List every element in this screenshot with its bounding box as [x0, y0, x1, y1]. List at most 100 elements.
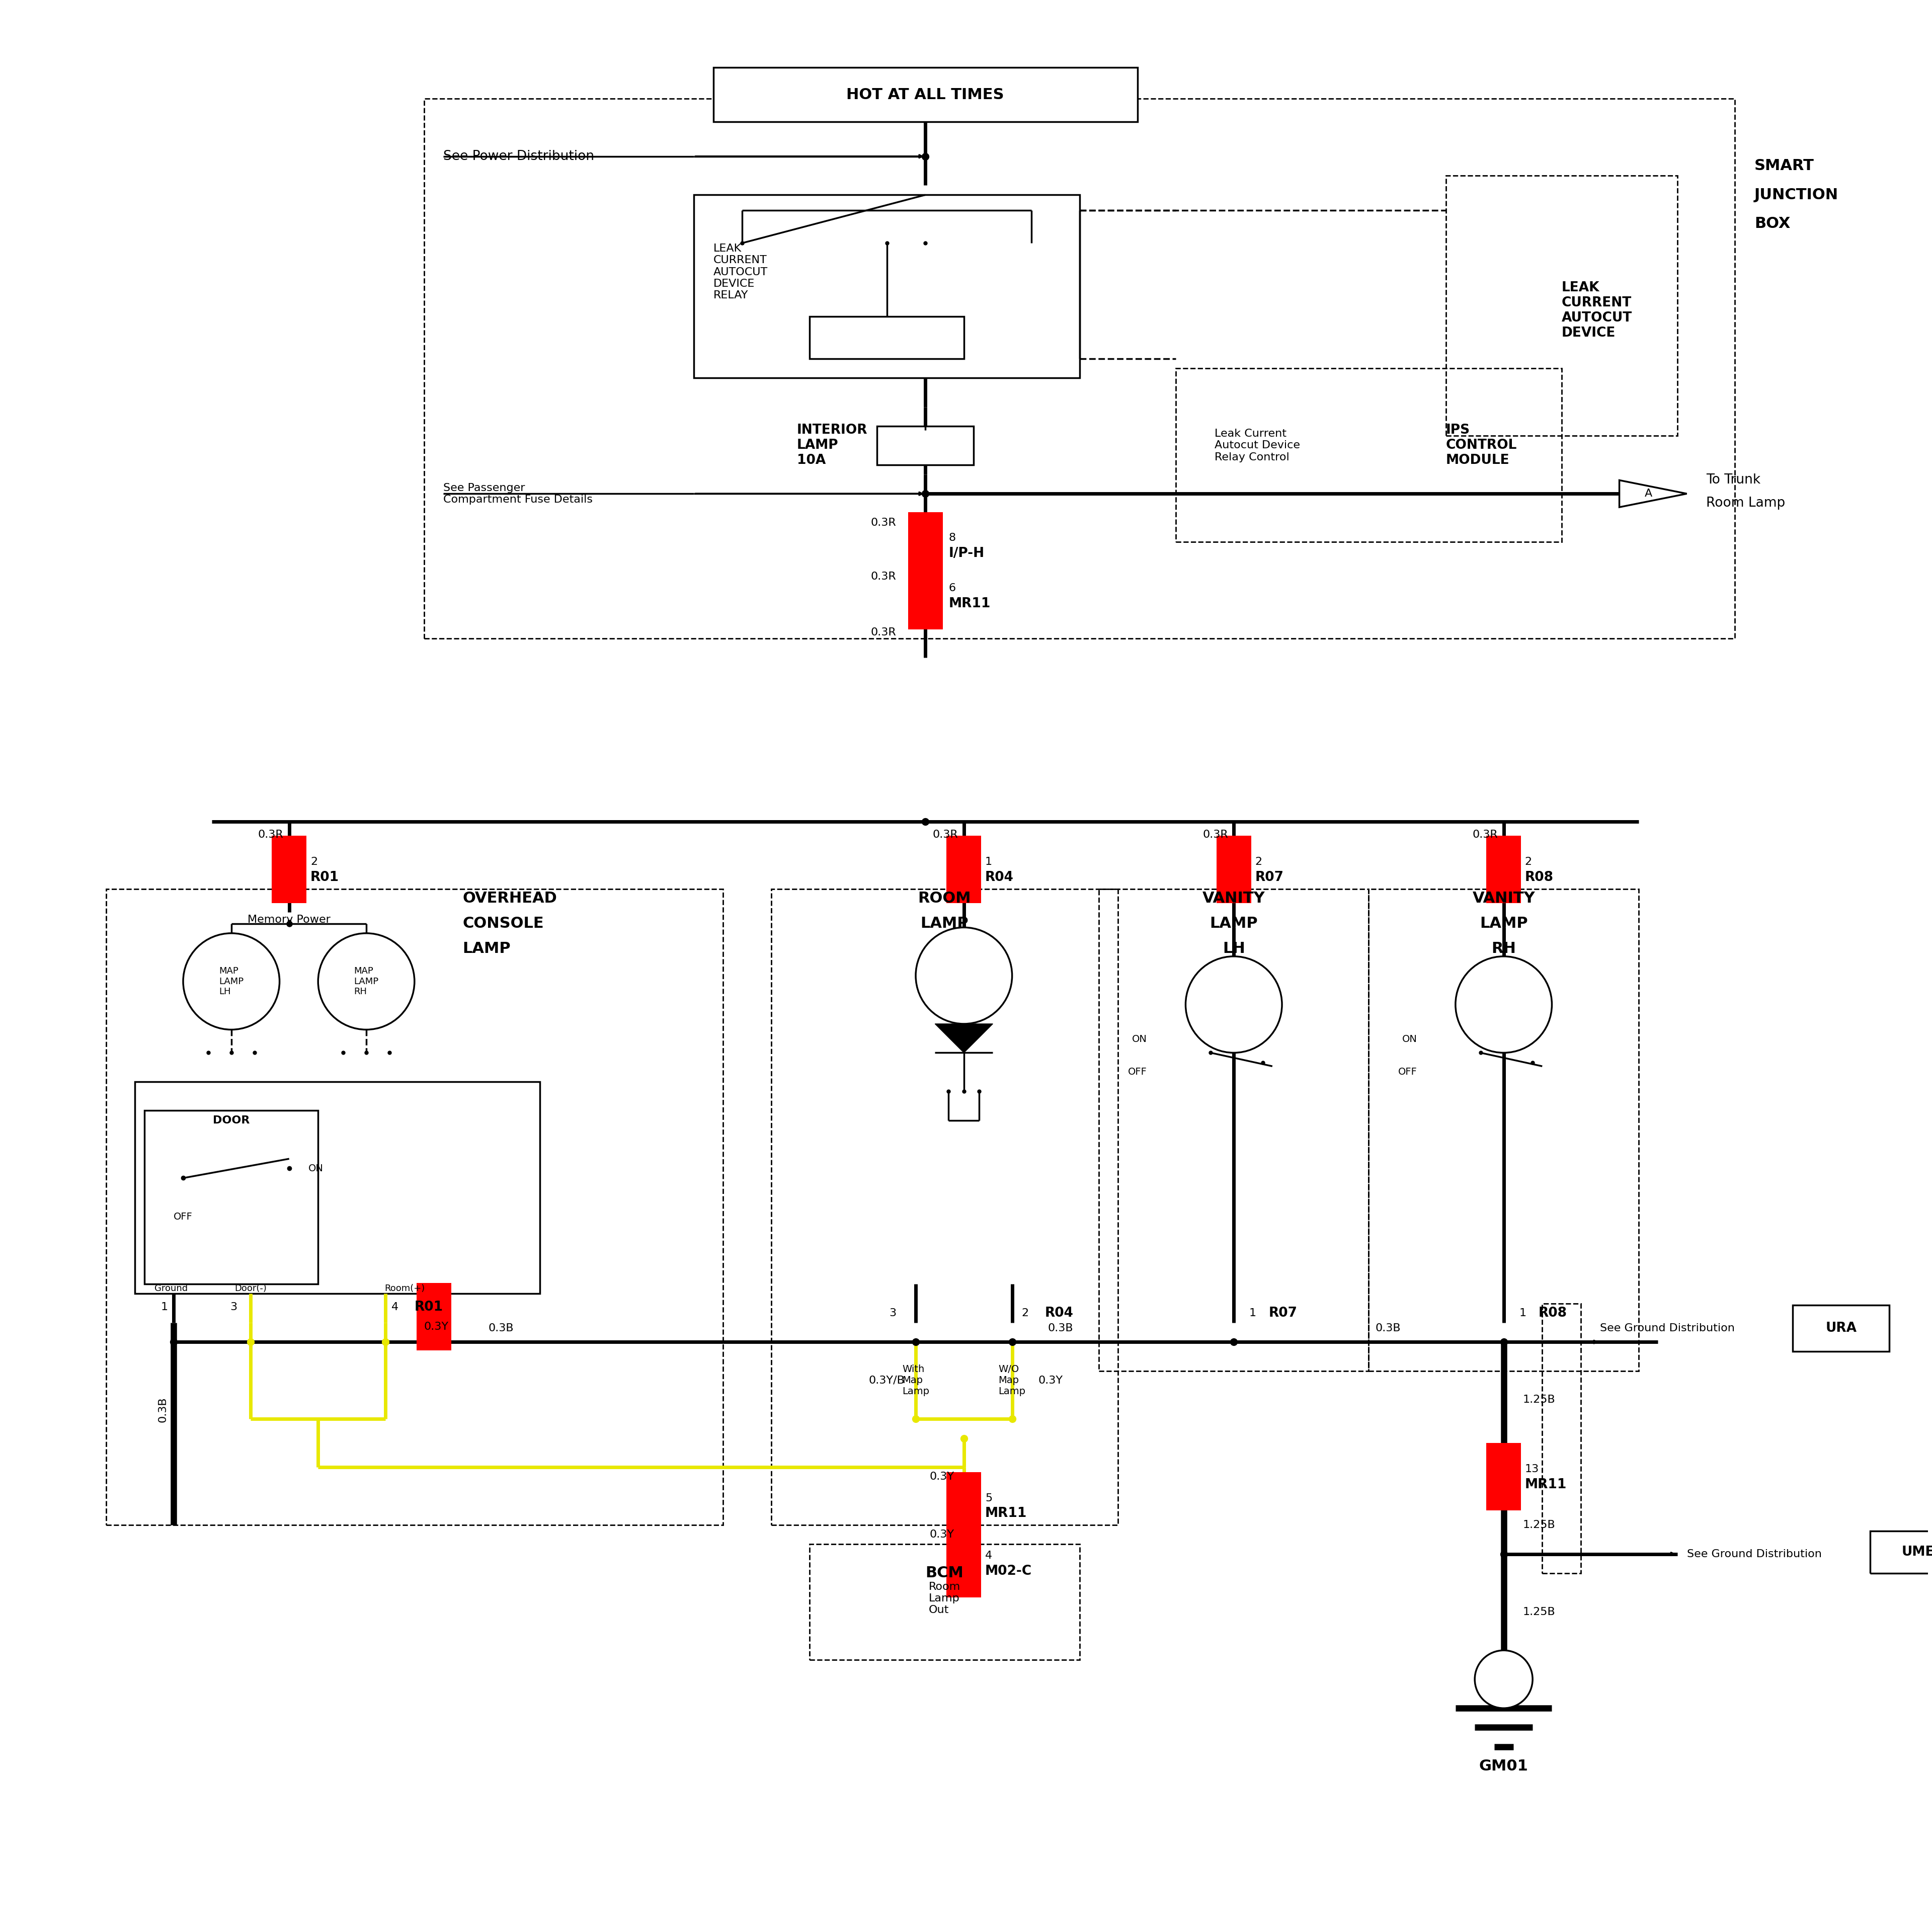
Bar — [1486, 1443, 1520, 1511]
Text: LAMP: LAMP — [1209, 916, 1258, 931]
Text: Leak Current
Autocut Device
Relay Control: Leak Current Autocut Device Relay Contro… — [1215, 429, 1300, 462]
Bar — [106, 889, 723, 1524]
Text: See Ground Distribution: See Ground Distribution — [1600, 1323, 1735, 1333]
Text: With
Map
Lamp: With Map Lamp — [902, 1364, 929, 1397]
Text: MAP
LAMP
LH: MAP LAMP LH — [218, 966, 243, 997]
Text: ROOM: ROOM — [918, 891, 972, 906]
Text: W/O
Map
Lamp: W/O Map Lamp — [999, 1364, 1026, 1397]
Bar — [1177, 369, 1561, 541]
Text: 13: 13 — [1524, 1464, 1540, 1474]
Text: Room Lamp: Room Lamp — [1706, 497, 1785, 510]
Text: 0.3B: 0.3B — [1047, 1323, 1072, 1333]
Text: CONSOLE: CONSOLE — [462, 916, 545, 931]
Text: I/P-H: I/P-H — [949, 547, 983, 560]
Text: MAP
LAMP
RH: MAP LAMP RH — [354, 966, 379, 997]
Text: OFF: OFF — [174, 1211, 193, 1221]
Bar — [1793, 1306, 1889, 1352]
Circle shape — [1186, 956, 1283, 1053]
Text: BOX: BOX — [1754, 216, 1791, 232]
Bar — [417, 1283, 450, 1350]
Text: URA: URA — [1826, 1321, 1857, 1335]
Bar — [272, 837, 307, 904]
Bar — [810, 317, 964, 359]
Text: R01: R01 — [415, 1300, 442, 1314]
Text: R08: R08 — [1524, 871, 1553, 883]
Text: 1: 1 — [985, 858, 993, 867]
Text: R07: R07 — [1256, 871, 1283, 883]
Bar — [1368, 889, 1638, 1372]
Text: 0.3B: 0.3B — [1376, 1323, 1401, 1333]
Text: R08: R08 — [1538, 1306, 1567, 1320]
Text: 0.3R: 0.3R — [871, 628, 896, 638]
Text: OFF: OFF — [1399, 1066, 1416, 1076]
Text: SMART: SMART — [1754, 158, 1814, 174]
Text: 5: 5 — [985, 1493, 993, 1503]
Text: See Ground Distribution: See Ground Distribution — [1687, 1549, 1822, 1559]
Text: 0.3R: 0.3R — [257, 831, 284, 840]
Text: BCM: BCM — [925, 1567, 964, 1580]
Text: Memory Power: Memory Power — [247, 914, 330, 925]
Text: Room
Lamp
Out: Room Lamp Out — [929, 1582, 960, 1615]
Text: LAMP: LAMP — [1480, 916, 1528, 931]
Text: R04: R04 — [985, 871, 1014, 883]
Text: LAMP: LAMP — [920, 916, 968, 931]
Text: M02-C: M02-C — [985, 1565, 1032, 1578]
Bar — [425, 99, 1735, 638]
Text: LAMP: LAMP — [462, 941, 510, 956]
Bar — [771, 889, 1119, 1524]
Polygon shape — [935, 1024, 993, 1053]
Text: 0.3B: 0.3B — [158, 1397, 168, 1422]
Text: DOOR: DOOR — [213, 1115, 249, 1124]
Text: LEAK
CURRENT
AUTOCUT
DEVICE
RELAY: LEAK CURRENT AUTOCUT DEVICE RELAY — [713, 243, 767, 299]
Text: 1.25B: 1.25B — [1522, 1520, 1555, 1530]
Bar — [694, 195, 1080, 379]
Bar — [1217, 837, 1252, 904]
Text: 0.3Y/B: 0.3Y/B — [869, 1376, 904, 1385]
Circle shape — [1455, 956, 1551, 1053]
Bar — [947, 837, 981, 904]
Text: 0.3R: 0.3R — [871, 518, 896, 527]
Text: R01: R01 — [311, 871, 340, 883]
Text: LH: LH — [1223, 941, 1244, 956]
Circle shape — [916, 927, 1012, 1024]
Bar — [1486, 837, 1520, 904]
Text: ON: ON — [1403, 1034, 1416, 1043]
Text: To Trunk: To Trunk — [1706, 473, 1760, 487]
Text: MR11: MR11 — [985, 1507, 1028, 1520]
Text: 0.3R: 0.3R — [871, 572, 896, 582]
Bar — [810, 1544, 1080, 1660]
Text: IPS
CONTROL
MODULE: IPS CONTROL MODULE — [1445, 423, 1517, 468]
Text: 0.3Y: 0.3Y — [929, 1472, 954, 1482]
Text: 2: 2 — [311, 858, 317, 867]
Text: LEAK
CURRENT
AUTOCUT
DEVICE: LEAK CURRENT AUTOCUT DEVICE — [1561, 282, 1633, 340]
Text: Door(-): Door(-) — [234, 1285, 267, 1293]
Text: 1.25B: 1.25B — [1522, 1395, 1555, 1405]
Text: ON: ON — [309, 1163, 323, 1173]
Bar — [1445, 176, 1677, 437]
Bar — [947, 1472, 981, 1540]
Text: 6: 6 — [949, 583, 956, 593]
Bar — [1870, 1530, 1932, 1573]
Bar — [877, 427, 974, 466]
Text: 8: 8 — [949, 533, 956, 543]
Text: See Passenger
Compartment Fuse Details: See Passenger Compartment Fuse Details — [442, 483, 593, 504]
Text: HOT AT ALL TIMES: HOT AT ALL TIMES — [846, 87, 1005, 102]
Text: 0.3R: 0.3R — [1202, 831, 1229, 840]
Text: INTERIOR
LAMP
10A: INTERIOR LAMP 10A — [796, 423, 867, 468]
Circle shape — [1474, 1650, 1532, 1708]
Text: 4: 4 — [392, 1302, 398, 1312]
Circle shape — [184, 933, 280, 1030]
Text: R04: R04 — [1045, 1306, 1074, 1320]
Circle shape — [319, 933, 415, 1030]
Bar — [908, 562, 943, 630]
Text: 0.3R: 0.3R — [933, 831, 958, 840]
Text: 0.3B: 0.3B — [489, 1323, 514, 1333]
Text: MR11: MR11 — [949, 597, 991, 611]
Bar — [908, 512, 943, 580]
Text: See Power Distribution: See Power Distribution — [442, 151, 595, 162]
Text: 4: 4 — [985, 1551, 993, 1561]
Polygon shape — [1619, 481, 1687, 508]
Text: 0.3R: 0.3R — [1472, 831, 1497, 840]
Text: 3: 3 — [889, 1308, 896, 1318]
Text: 2: 2 — [1524, 858, 1532, 867]
